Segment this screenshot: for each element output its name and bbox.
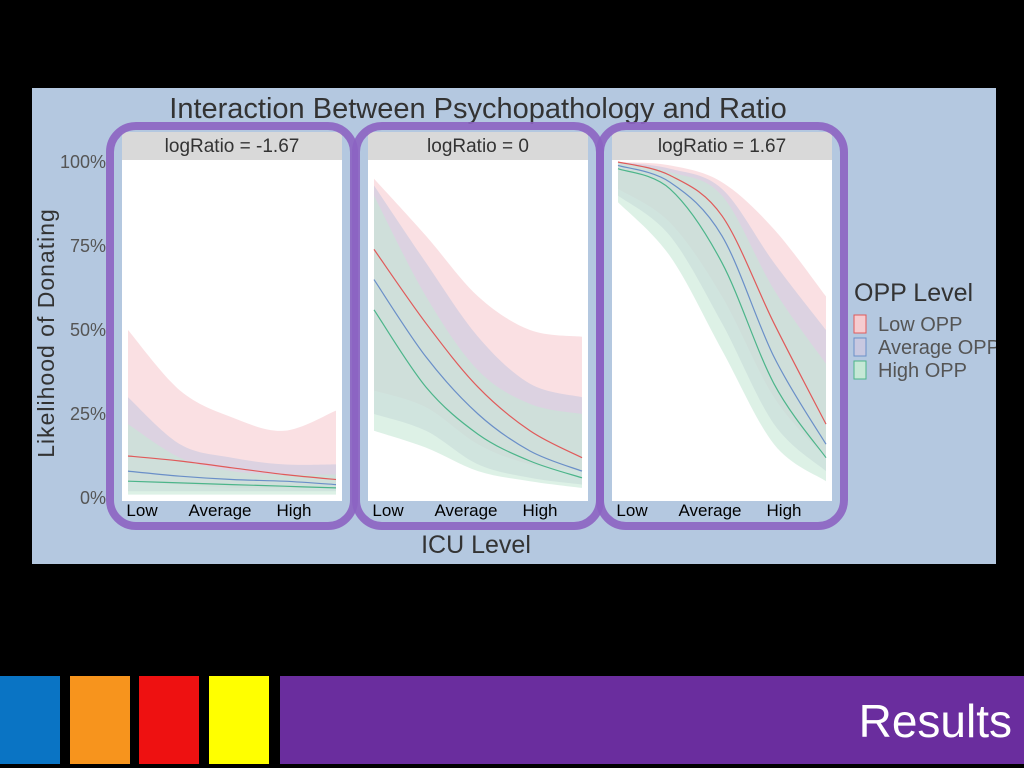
x-tick-label: High xyxy=(767,501,802,520)
legend-label: Low OPP xyxy=(878,314,962,336)
slide-footer: Results xyxy=(0,676,1024,768)
y-tick-label: 25% xyxy=(70,404,106,424)
facet-panel: logRatio = -1.67 Low Average High xyxy=(106,122,358,530)
legend-key xyxy=(853,337,867,357)
x-tick-label: High xyxy=(277,501,312,520)
series-line xyxy=(127,470,337,486)
footer-bar: Results xyxy=(280,676,1024,764)
y-tick-label: 0% xyxy=(80,488,106,508)
x-tick-label: High xyxy=(523,501,558,520)
y-tick-label: 100% xyxy=(60,152,106,172)
blue-accent-square xyxy=(0,676,60,764)
facet-panel: logRatio = 1.67 Low Average High xyxy=(596,122,848,530)
confidence-band xyxy=(374,195,582,488)
series-line xyxy=(373,279,583,472)
x-tick-label: Average xyxy=(434,501,497,520)
facet-label: logRatio = -1.67 xyxy=(165,136,300,157)
series-line xyxy=(617,161,827,425)
y-ticks: 0% 25% 50% 75% 100% xyxy=(60,152,106,508)
orange-accent-square xyxy=(70,676,130,764)
y-tick-label: 50% xyxy=(70,320,106,340)
x-tick-label: Low xyxy=(372,501,404,520)
confidence-band xyxy=(618,162,826,482)
legend-key xyxy=(853,314,867,334)
x-axis-label: ICU Level xyxy=(421,531,531,559)
legend-key xyxy=(853,360,867,380)
facet-strip xyxy=(368,132,588,160)
series-line xyxy=(127,480,337,489)
yellow-accent-square xyxy=(209,676,269,764)
highlight-frame xyxy=(596,122,848,530)
facet-label: logRatio = 1.67 xyxy=(658,136,786,157)
legend-label: Average OPP xyxy=(878,337,996,359)
series-line xyxy=(373,249,583,459)
series-line xyxy=(617,164,827,445)
series-line xyxy=(373,309,583,479)
red-accent-square xyxy=(139,676,199,764)
x-tick-label: Average xyxy=(678,501,741,520)
chart-title: Interaction Between Psychopathology and … xyxy=(169,93,786,125)
x-tick-label: Average xyxy=(188,501,251,520)
facet-strip xyxy=(612,132,832,160)
confidence-band xyxy=(128,424,336,495)
chart-figure: Interaction Between Psychopathology and … xyxy=(32,88,996,564)
chart-svg: Interaction Between Psychopathology and … xyxy=(33,93,996,559)
legend-label: High OPP xyxy=(878,360,967,382)
series-line xyxy=(127,455,337,481)
y-tick-label: 75% xyxy=(70,236,106,256)
facet-panel: logRatio = 0 Low Average High xyxy=(352,122,604,530)
y-axis-label: Likelihood of Donating xyxy=(33,208,59,458)
series-line xyxy=(617,168,827,459)
facet-strip xyxy=(122,132,342,160)
x-tick-label: Low xyxy=(616,501,648,520)
slide-title: Results xyxy=(858,695,1012,747)
facet-label: logRatio = 0 xyxy=(427,136,529,157)
legend-title: OPP Level xyxy=(854,279,973,307)
x-tick-label: Low xyxy=(126,501,158,520)
